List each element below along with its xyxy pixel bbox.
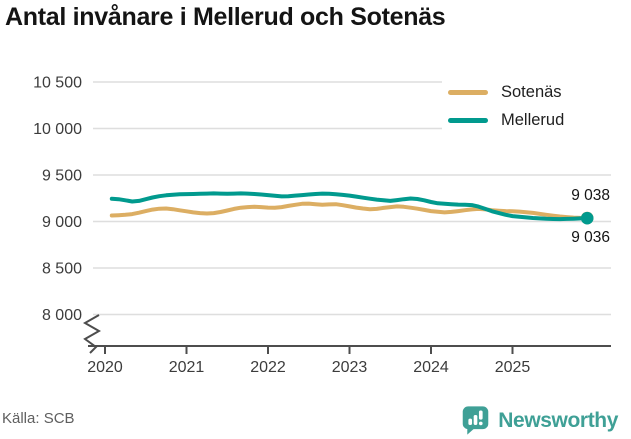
end-value-label-mellerud: 9 036 <box>571 229 610 246</box>
series-line-mellerud <box>109 191 590 222</box>
end-value-label-sotenas: 9 038 <box>571 187 610 204</box>
y-tick-label: 10 500 <box>33 75 82 92</box>
series-line-sotenas <box>109 201 590 220</box>
x-tick-label: 2025 <box>495 359 531 376</box>
legend-item-mellerud: Mellerud <box>448 106 612 134</box>
legend-label-sotenas: Sotenäs <box>501 82 562 101</box>
sotenas-line-swatch <box>448 89 488 95</box>
y-tick-label: 9 000 <box>42 214 82 231</box>
x-tick-label: 2024 <box>413 359 449 376</box>
y-tick-label: 8 000 <box>42 307 82 324</box>
chart-title: Antal invånare i Mellerud och Sotenäs <box>5 3 446 31</box>
legend: Sotenäs Mellerud <box>442 77 612 135</box>
x-tick-label: 2023 <box>332 359 368 376</box>
series-end-dot-mellerud <box>580 211 594 225</box>
x-tick-label: 2020 <box>87 359 123 376</box>
x-tick-label: 2021 <box>169 359 205 376</box>
y-tick-label: 9 500 <box>42 168 82 185</box>
newsworthy-logo-icon <box>463 406 489 435</box>
mellerud-line-swatch <box>448 117 488 123</box>
y-axis-break-icon <box>82 314 102 354</box>
y-tick-label: 8 500 <box>42 261 82 278</box>
legend-label-mellerud: Mellerud <box>501 110 565 129</box>
newsworthy-wordmark: Newsworthy <box>498 408 618 432</box>
x-tick-label: 2022 <box>250 359 286 376</box>
legend-item-sotenas: Sotenäs <box>448 78 612 106</box>
source-credit: Källa: SCB <box>2 410 75 427</box>
newsworthy-logo[interactable]: Newsworthy <box>460 404 618 437</box>
y-tick-label: 10 000 <box>33 121 82 138</box>
